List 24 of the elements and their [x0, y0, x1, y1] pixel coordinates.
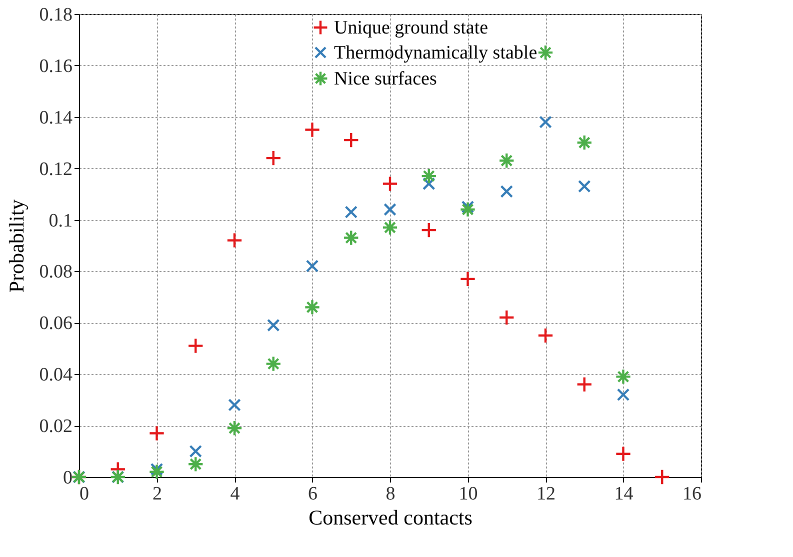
y-tick-label: 0.1 [48, 210, 72, 232]
x-tick-label: 16 [682, 484, 702, 504]
x-tick-label: 14 [614, 484, 634, 504]
x-tick-label: 0 [80, 484, 89, 504]
x-tick-label: 6 [308, 484, 318, 504]
y-tick-label: 0.02 [39, 416, 72, 438]
x-tick-label: 8 [386, 484, 396, 504]
x-tick-label: 2 [152, 484, 162, 504]
legend-label: Nice surfaces [334, 68, 437, 90]
legend-label: Unique ground state [334, 18, 488, 38]
x-tick-label: 12 [536, 484, 556, 504]
y-tick-label: 0 [63, 468, 72, 488]
y-tick-label: 0.04 [39, 364, 73, 386]
y-tick-label: 0.08 [39, 262, 72, 283]
x-tick-label: 4 [230, 484, 240, 504]
y-tick-label: 0.18 [39, 4, 72, 26]
legend-label: Thermodynamically stable [334, 42, 538, 64]
y-tick-label: 0.16 [39, 56, 72, 77]
y-axis-title: Probability [4, 198, 28, 293]
y-tick-label: 0.12 [39, 158, 72, 180]
x-axis-title: Conserved contacts [308, 506, 472, 530]
y-tick-label: 0.14 [39, 107, 73, 128]
y-tick-label: 0.06 [39, 313, 72, 334]
x-tick-label: 10 [458, 484, 478, 504]
